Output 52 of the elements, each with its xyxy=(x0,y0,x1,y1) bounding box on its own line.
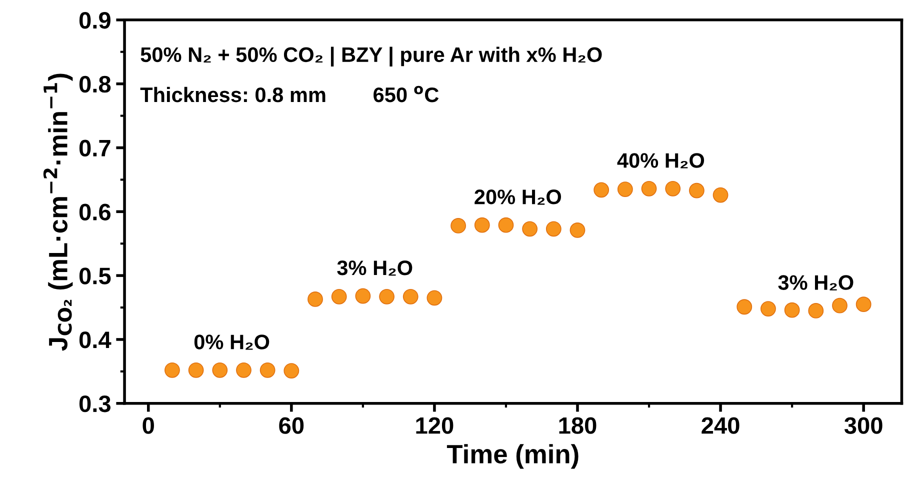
point xyxy=(594,182,610,198)
annotation: 50% N₂ + 50% CO₂ | BZY | pure Ar with x% H₂O xyxy=(140,46,602,66)
point xyxy=(784,302,800,318)
point xyxy=(260,362,276,378)
y-tick-label: 0.7 xyxy=(79,140,110,157)
y-tick-label: 0.6 xyxy=(79,204,110,220)
point xyxy=(212,362,228,378)
y-tick-label: 0.8 xyxy=(79,76,111,93)
x-tick-label: 300 xyxy=(844,417,882,434)
point xyxy=(808,303,824,318)
point xyxy=(474,217,490,233)
point xyxy=(736,299,752,315)
x-axis-title: Time (min) xyxy=(446,444,578,469)
point xyxy=(856,296,872,312)
x-tick-label: 120 xyxy=(416,417,454,434)
point xyxy=(522,221,538,237)
point xyxy=(832,298,848,314)
annotation: Thickness: 0.8 mm 650 $^{o}$C xyxy=(140,86,439,102)
point xyxy=(284,363,300,378)
x-tick-label: 60 xyxy=(279,417,304,434)
point xyxy=(188,362,204,378)
point xyxy=(164,362,180,378)
point xyxy=(355,288,371,304)
annotation: 3% H₂O xyxy=(337,260,412,276)
x-tick-label: 240 xyxy=(702,417,740,434)
point xyxy=(760,301,776,316)
point xyxy=(308,292,323,307)
point xyxy=(331,288,347,304)
y-tick-label: 0.3 xyxy=(79,395,110,412)
annotation: 40% H₂O xyxy=(617,153,704,168)
annotation: 3% H₂O xyxy=(778,275,854,290)
y-axis-title: J$_{CO₂}$ (mL·cm$^{−2}$·min$^{−1}$) xyxy=(43,74,73,351)
y-tick-label: 0.5 xyxy=(79,268,111,284)
point xyxy=(712,187,728,203)
point xyxy=(379,288,394,304)
y-tick-label: 0.4 xyxy=(79,332,112,348)
point xyxy=(426,290,442,306)
point xyxy=(617,182,633,197)
point xyxy=(570,222,586,238)
annotation: 20% H₂O xyxy=(474,190,562,205)
point xyxy=(450,218,466,234)
point xyxy=(546,221,562,237)
point xyxy=(641,180,657,196)
annotation: 0% H₂O xyxy=(194,334,270,350)
x-tick-label: 0 xyxy=(142,417,154,434)
point xyxy=(689,182,704,198)
point xyxy=(665,180,681,196)
point xyxy=(402,288,418,304)
y-tick-label: 0.9 xyxy=(79,12,110,29)
point xyxy=(498,217,514,233)
point xyxy=(236,362,252,378)
x-tick-label: 180 xyxy=(559,417,596,434)
